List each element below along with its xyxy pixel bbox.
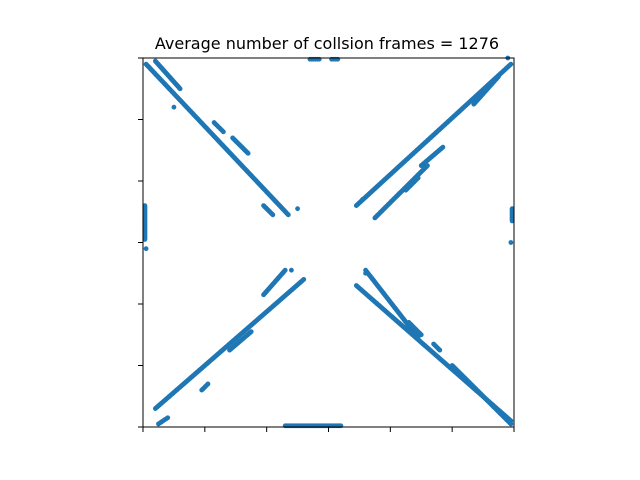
data-point-lower-left-dash-3 <box>282 267 288 273</box>
data-point-upper-left-partial <box>177 86 183 92</box>
data-point-lower-right-dash-1 <box>418 332 424 338</box>
data-point <box>289 267 294 273</box>
data-point-lower-right-dash-2 <box>437 347 443 353</box>
data-point <box>363 270 368 276</box>
data-point-lower-left-partial <box>165 415 171 421</box>
data-point <box>171 104 177 110</box>
x-axis-ticks <box>142 427 515 432</box>
data-point-upper-left-dash-1 <box>220 129 226 135</box>
data-point-lower-left-dash-2 <box>248 329 254 335</box>
scatter-points <box>142 55 515 429</box>
chart-title: Average number of collsion frames = 1276 <box>155 34 499 53</box>
data-point-upper-left-dash-3 <box>270 212 276 218</box>
data-point-upper-left-main <box>285 212 291 218</box>
data-point-lower-left-main <box>301 277 307 282</box>
data-point-upper-right-main <box>508 61 514 67</box>
data-point-upper-right-partial-2 <box>496 74 501 79</box>
data-point <box>508 240 514 245</box>
data-point-left-edge-cluster <box>142 237 148 242</box>
data-point-right-edge-cluster <box>509 218 515 224</box>
data-point <box>143 246 149 252</box>
data-point-lower-right-partial <box>415 335 421 341</box>
data-point-upper-right-dash-2 <box>440 144 446 150</box>
y-axis-ticks <box>138 57 143 428</box>
data-point-upper-left-dash-2 <box>245 150 251 156</box>
data-point-upper-right-dash-1 <box>415 175 421 181</box>
data-point <box>360 197 365 202</box>
data-point <box>295 206 300 212</box>
data-point-lower-right-partial-2 <box>508 421 514 427</box>
data-point-lower-left-dash-1 <box>205 381 211 387</box>
